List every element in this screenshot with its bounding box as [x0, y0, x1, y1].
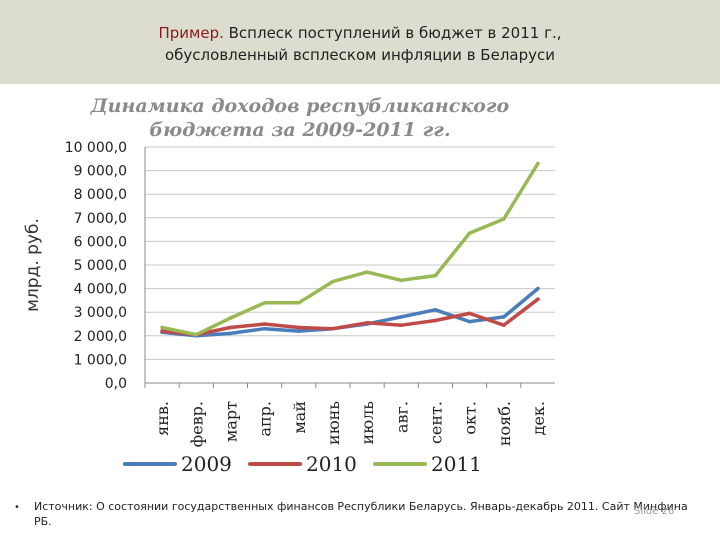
x-tick-label: май: [290, 401, 309, 434]
data-point-2010: [467, 311, 472, 316]
data-point-2011: [399, 278, 404, 283]
y-tick-label: 6 000,0: [74, 234, 127, 250]
slide-number: Slide 26: [634, 506, 675, 517]
data-point-2009: [262, 326, 267, 331]
data-point-2010: [331, 326, 335, 331]
y-tick-label: 5 000,0: [74, 258, 127, 274]
y-tick-label: 7 000,0: [74, 211, 127, 227]
data-point-2010: [296, 325, 301, 330]
legend-label: 2010: [306, 452, 357, 476]
y-tick-label: 2 000,0: [74, 329, 127, 345]
bullet-icon: •: [14, 502, 20, 513]
x-tick-label: нояб.: [495, 401, 514, 446]
chart-title-line: бюджета за 2009-2011 гг.: [149, 119, 450, 141]
x-tick-label: янв.: [153, 401, 172, 436]
data-point-2010: [228, 325, 233, 330]
data-point-2011: [194, 332, 199, 337]
y-tick-label: 4 000,0: [74, 282, 127, 298]
data-point-2009: [228, 331, 233, 336]
x-tick-label: сент.: [426, 401, 445, 444]
data-point-2010: [399, 323, 404, 327]
x-tick-label: дек.: [529, 401, 548, 435]
data-point-2009: [399, 315, 404, 319]
line-chart: Динамика доходов республиканскогобюджета…: [23, 95, 555, 476]
y-tick-label: 3 000,0: [74, 305, 127, 321]
legend-label: 2009: [181, 452, 232, 476]
slide-title-line-1: Пример. Всплеск поступлений в бюджет в 2…: [0, 24, 720, 42]
data-point-2009: [296, 329, 301, 333]
data-point-2011: [365, 270, 369, 274]
x-tick-label: окт.: [461, 401, 480, 435]
series-line-2011: [160, 161, 540, 337]
data-point-2011: [228, 316, 233, 320]
y-tick-label: 8 000,0: [74, 187, 127, 203]
data-point-2011: [160, 325, 164, 330]
x-tick-label: февр.: [187, 401, 206, 447]
x-tick-label: авг.: [392, 401, 411, 433]
data-point-2010: [160, 329, 164, 333]
data-point-2010: [501, 323, 506, 327]
slide-title-line-2: обусловленный всплеском инфляции в Белар…: [165, 46, 555, 64]
slide-footer: • Источник: О состоянии государственных …: [0, 494, 720, 540]
legend-label: 2011: [431, 452, 482, 476]
x-tick-label: июнь: [324, 401, 343, 445]
data-point-2010: [365, 321, 369, 325]
y-tick-label: 10 000,0: [65, 140, 127, 156]
series-line-2010: [160, 297, 540, 337]
data-point-2011: [433, 273, 438, 278]
x-tick-label: июль: [358, 401, 377, 445]
data-point-2011: [296, 300, 301, 305]
slide-header: Пример. Всплеск поступлений в бюджет в 2…: [0, 0, 720, 84]
data-point-2009: [433, 308, 438, 312]
source-note: Источник: О состоянии государственных фи…: [34, 500, 688, 528]
data-point-2011: [536, 161, 540, 166]
data-point-2011: [331, 279, 335, 284]
data-point-2010: [262, 322, 267, 326]
chart-title-line: Динамика доходов республиканского: [90, 95, 510, 117]
data-point-2011: [262, 300, 267, 305]
data-point-2009: [467, 319, 472, 324]
x-tick-label: апр.: [256, 401, 275, 437]
data-point-2011: [467, 231, 472, 235]
x-tick-label: март: [221, 401, 240, 442]
data-point-2010: [433, 318, 438, 323]
data-point-2009: [536, 286, 540, 291]
data-point-2009: [501, 315, 506, 319]
y-tick-label: 0,0: [105, 376, 127, 392]
y-axis-label: млрд. руб.: [23, 218, 43, 312]
title-line1-text: Всплеск поступлений в бюджет в 2011 г.,: [223, 24, 562, 42]
y-tick-label: 1 000,0: [74, 352, 127, 368]
data-point-2011: [501, 217, 506, 221]
y-tick-label: 9 000,0: [74, 164, 127, 180]
data-point-2010: [536, 297, 540, 302]
title-prefix: Пример.: [158, 24, 224, 42]
